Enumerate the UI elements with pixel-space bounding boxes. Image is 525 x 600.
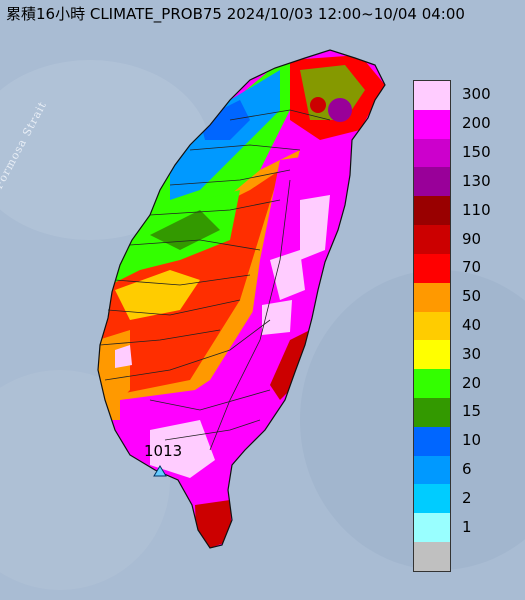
- legend-swatch: [414, 167, 450, 197]
- legend-label: 40: [462, 316, 482, 334]
- legend-swatch: [414, 311, 450, 341]
- legend-label: 150: [462, 143, 491, 162]
- legend-label: 300: [462, 85, 491, 104]
- legend-color-bar: [413, 80, 451, 572]
- legend-label: 110: [462, 200, 491, 219]
- legend-label: 20: [462, 373, 482, 392]
- legend-label: 50: [462, 287, 482, 306]
- legend-label: 90: [462, 229, 482, 248]
- legend-label: 1: [462, 517, 472, 536]
- legend-swatch: [414, 484, 450, 514]
- legend-swatch: [414, 369, 450, 398]
- legend-label: 2: [462, 488, 472, 507]
- legend-label: 15: [462, 402, 482, 421]
- legend-swatch: [414, 138, 450, 168]
- legend-swatch: [414, 81, 450, 110]
- rainfall-fill: [98, 55, 385, 548]
- pressure-label: 1013: [144, 442, 183, 460]
- legend-swatch: [414, 426, 450, 456]
- legend-swatch: [414, 225, 450, 254]
- legend-swatch: [414, 109, 450, 139]
- legend-swatch: [414, 282, 450, 312]
- legend-label: 70: [462, 258, 482, 277]
- legend-swatch: [414, 513, 450, 542]
- legend-label: 10: [462, 431, 482, 450]
- legend-swatch: [414, 542, 450, 571]
- legend-swatch: [414, 455, 450, 485]
- legend-label: 30: [462, 344, 482, 363]
- map-title: 累積16小時 CLIMATE_PROB75 2024/10/03 12:00~1…: [6, 5, 465, 23]
- legend-swatch: [414, 397, 450, 427]
- legend-label: 130: [462, 171, 491, 190]
- legend-label: 200: [462, 114, 491, 133]
- legend-swatch: [414, 196, 450, 226]
- legend-swatch: [414, 340, 450, 370]
- county-boundaries: [97, 49, 386, 549]
- sea-shade: [300, 270, 525, 570]
- legend-swatch: [414, 253, 450, 283]
- legend-label: 6: [462, 460, 472, 479]
- station-marker-icon: [153, 465, 167, 477]
